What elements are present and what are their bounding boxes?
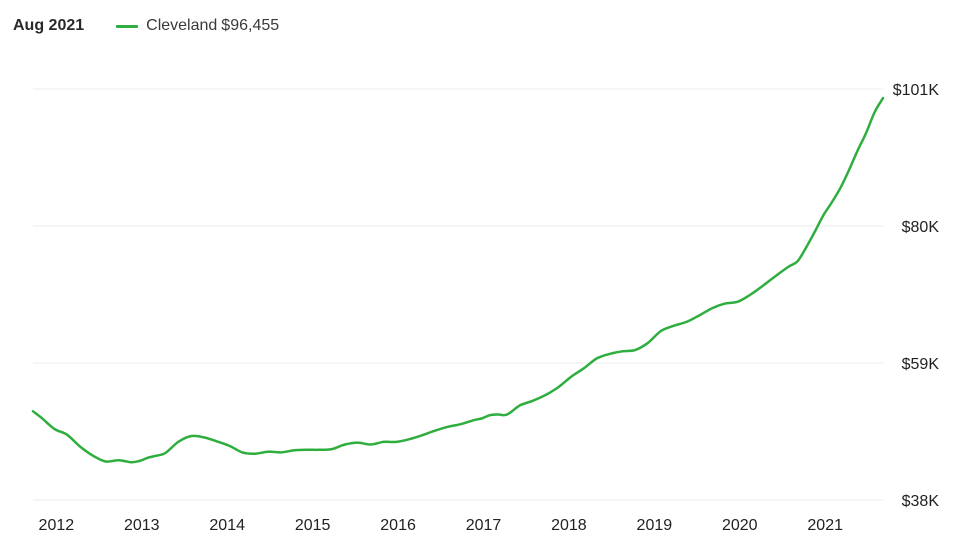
x-tick-label: 2016 (380, 517, 416, 534)
y-tick-label: $101K (893, 82, 940, 99)
y-tick-label: $59K (902, 356, 940, 373)
x-tick-label: 2017 (466, 517, 502, 534)
legend-series-name: Cleveland (146, 17, 218, 34)
y-tick-label: $38K (902, 493, 940, 510)
x-tick-label: 2015 (295, 517, 331, 534)
x-tick-label: 2018 (551, 517, 587, 534)
x-tick-label: 2014 (209, 517, 245, 534)
x-axis-ticks: 2012 2013 2014 2015 2016 2017 2018 2019 2020 2021 (39, 517, 844, 534)
x-tick-label: 2019 (637, 517, 673, 534)
series-line-cleveland[interactable] (31, 96, 885, 464)
x-tick-label: 2013 (124, 517, 160, 534)
date-label: Aug 2021 (13, 17, 85, 34)
grid-layer (33, 88, 883, 501)
legend-swatch (116, 24, 139, 28)
legend-series-value: $96,455 (221, 17, 280, 34)
x-tick-label: 2021 (807, 517, 843, 534)
y-tick-label: $80K (902, 219, 940, 236)
legend-row: Aug 2021 Cleveland $96,455 (13, 15, 279, 37)
x-tick-label: 2020 (722, 517, 758, 534)
x-tick-label: 2012 (39, 517, 75, 534)
y-axis-ticks: $38K $59K $80K $101K (893, 82, 940, 510)
legend-item-cleveland[interactable]: Cleveland $96,455 (116, 17, 279, 35)
